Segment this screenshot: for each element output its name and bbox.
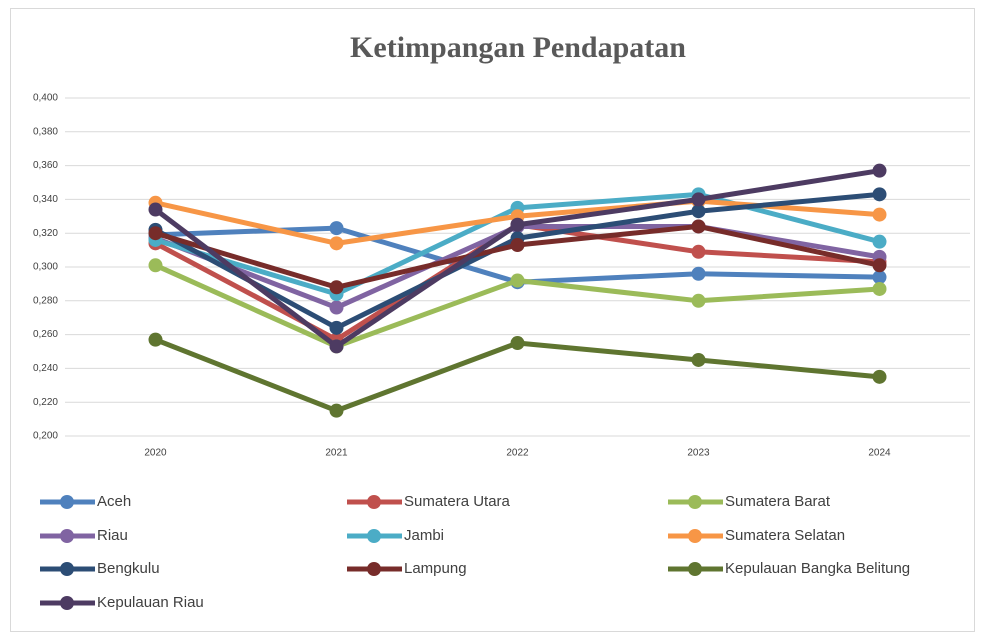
x-tick-label: 2020: [144, 448, 167, 459]
legend-label: Bengkulu: [97, 560, 160, 577]
data-point: [329, 280, 344, 295]
data-point: [510, 217, 525, 232]
y-tick-label: 0,260: [33, 329, 58, 340]
legend-marker: [688, 562, 702, 576]
data-point: [148, 226, 163, 241]
data-point: [691, 244, 706, 259]
data-point: [148, 332, 163, 347]
y-tick-label: 0,240: [33, 363, 58, 374]
data-point: [329, 339, 344, 354]
legend-marker: [688, 495, 702, 509]
data-point: [691, 204, 706, 219]
legend-marker: [60, 529, 74, 543]
data-point: [510, 238, 525, 253]
y-tick-label: 0,300: [33, 262, 58, 273]
data-point: [872, 369, 887, 384]
data-point: [872, 163, 887, 178]
chart-frame: [10, 8, 975, 632]
data-point: [691, 293, 706, 308]
y-tick-label: 0,380: [33, 126, 58, 137]
legend-label: Jambi: [404, 527, 444, 544]
legend-marker: [367, 529, 381, 543]
y-tick-label: 0,360: [33, 160, 58, 171]
legend-label: Sumatera Selatan: [725, 527, 845, 544]
y-tick-label: 0,340: [33, 194, 58, 205]
y-tick-label: 0,320: [33, 228, 58, 239]
data-point: [148, 258, 163, 273]
legend-marker: [60, 562, 74, 576]
data-point: [510, 336, 525, 351]
data-point: [329, 236, 344, 251]
legend-label: Kepulauan Bangka Belitung: [725, 560, 910, 577]
legend-label: Sumatera Utara: [404, 493, 511, 510]
data-point: [691, 352, 706, 367]
data-point: [329, 320, 344, 335]
data-point: [872, 270, 887, 285]
x-tick-label: 2023: [687, 448, 710, 459]
y-tick-label: 0,200: [33, 431, 58, 442]
x-tick-label: 2022: [506, 448, 529, 459]
legend-label: Sumatera Barat: [725, 493, 831, 510]
chart-title: Ketimpangan Pendapatan: [350, 31, 686, 64]
legend-marker: [367, 562, 381, 576]
legend-label: Aceh: [97, 493, 131, 510]
y-tick-label: 0,220: [33, 397, 58, 408]
data-point: [691, 192, 706, 207]
legend-marker: [60, 596, 74, 610]
legend-label: Lampung: [404, 560, 467, 577]
data-point: [872, 281, 887, 296]
data-point: [691, 266, 706, 281]
x-tick-label: 2021: [325, 448, 348, 459]
data-point: [872, 187, 887, 202]
data-point: [872, 207, 887, 222]
data-point: [148, 202, 163, 217]
data-point: [510, 273, 525, 288]
data-point: [329, 221, 344, 236]
legend-label: Kepulauan Riau: [97, 594, 204, 611]
legend-marker: [367, 495, 381, 509]
data-point: [872, 258, 887, 273]
data-point: [329, 300, 344, 315]
y-tick-label: 0,400: [33, 93, 58, 104]
x-tick-label: 2024: [868, 448, 891, 459]
data-point: [872, 234, 887, 249]
data-point: [691, 219, 706, 234]
y-tick-label: 0,280: [33, 295, 58, 306]
data-point: [329, 403, 344, 418]
legend-marker: [688, 529, 702, 543]
legend-label: Riau: [97, 527, 128, 544]
legend-marker: [60, 495, 74, 509]
